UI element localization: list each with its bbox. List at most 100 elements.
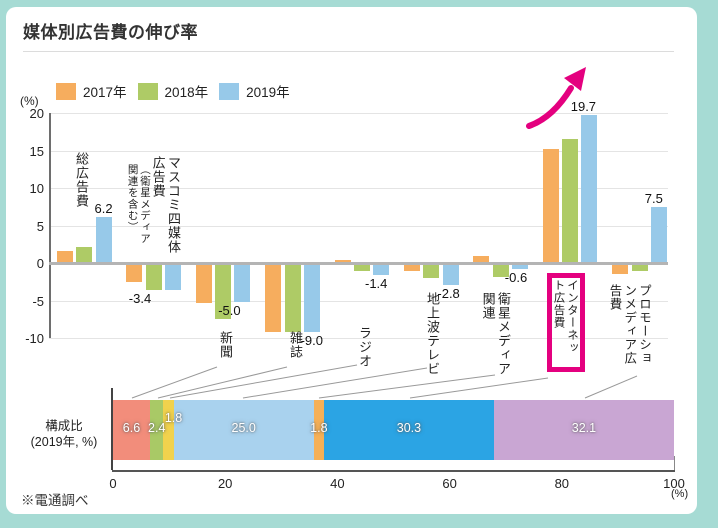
gridline-20	[49, 113, 668, 114]
bar-2019年-satellite-media	[512, 264, 528, 269]
x-tick-label: 80	[554, 476, 570, 491]
segment-value-newspapers: 6.6	[122, 421, 141, 435]
bar-2018年-magazines	[284, 264, 301, 332]
segment-internet	[323, 400, 494, 460]
category-label-terrestrial-tv: 地上波テレビ	[425, 292, 440, 376]
bar-2017年-total-ad-spend	[57, 251, 73, 263]
x-axis-unit: (%)	[671, 488, 689, 500]
bar-2019年-terrestrial-tv	[442, 264, 459, 285]
category-label-magazines: 雑誌	[288, 331, 303, 359]
bar-2019年-promotion-media	[650, 206, 667, 263]
y-tick-label: -10	[25, 331, 44, 346]
segment-value-terrestrial-tv: 25.0	[231, 421, 256, 435]
legend: 2017年 2018年 2019年	[56, 81, 290, 101]
composition-axis-label: 構成比 (2019年, %)	[18, 418, 110, 451]
segment-magazines	[150, 400, 164, 460]
source-note: ※電通調べ	[21, 493, 89, 508]
composition-axis-label-line1: 構成比	[45, 419, 83, 433]
category-label-satellite-media: 衛星メディア関連	[480, 292, 511, 376]
segment-value-radio: 1.8	[164, 411, 183, 425]
composition-axis-tick-right	[674, 456, 675, 470]
value-label-four-mass-media: -3.4	[128, 290, 152, 306]
value-label-satellite-media: -0.6	[504, 269, 528, 285]
bar-2019年-magazines	[303, 264, 320, 332]
bar-2019年-total-ad-spend	[95, 216, 112, 263]
segment-terrestrial-tv	[173, 400, 314, 460]
legend-swatch	[56, 82, 76, 100]
y-tick-label: -5	[32, 293, 44, 309]
bar-2017年-internet	[542, 149, 559, 263]
y-tick-label: 10	[29, 181, 44, 196]
legend-item-2018年: 2018年	[137, 81, 209, 101]
segment-radio	[163, 400, 174, 460]
gridline-10	[49, 188, 668, 189]
bar-2019年-newspapers	[234, 264, 251, 302]
category-label-total-ad-spend: 総広告費	[74, 152, 89, 208]
internet-highlight-box	[547, 273, 585, 372]
value-label-promotion-media: 7.5	[644, 190, 663, 206]
category-label-internet: インターネット広告費	[552, 279, 578, 354]
legend-label: 2018年	[164, 85, 209, 100]
y-axis-line	[49, 113, 51, 338]
value-label-magazines: -9.0	[300, 332, 323, 348]
segment-value-internet: 30.3	[396, 421, 422, 435]
x-tick-label: 40	[330, 476, 345, 491]
gridline--10	[49, 338, 668, 339]
value-label-radio: -1.4	[364, 275, 388, 291]
value-label-newspapers: -5.0	[218, 302, 241, 318]
legend-swatch	[137, 82, 158, 100]
title-divider	[23, 51, 674, 52]
y-tick-label: 15	[29, 143, 44, 159]
segment-newspapers	[113, 400, 151, 460]
gridline-5	[49, 225, 668, 227]
bar-2019年-radio	[373, 264, 390, 275]
bar-2018年-total-ad-spend	[76, 246, 93, 263]
bar-2018年-newspapers	[215, 264, 232, 319]
segment-value-satellite-media: 1.8	[310, 421, 328, 435]
category-note-four-mass-media: （衛星メディア関連を含む）	[126, 164, 151, 245]
value-label-terrestrial-tv: -2.8	[437, 286, 460, 301]
bar-2019年-internet	[581, 115, 598, 263]
bar-2018年-radio	[353, 264, 370, 271]
category-label-four-mass-media: マスコミ四媒体広告費	[150, 156, 181, 254]
composition-axis-tick-left	[111, 388, 113, 470]
value-label-internet: 19.7	[570, 99, 597, 115]
category-label-promotion-media: プロモーションメディア広告費	[607, 284, 652, 365]
page-title: 媒体別広告費の伸び率	[23, 23, 198, 42]
x-tick-label: 100	[663, 476, 685, 491]
y-tick-label: 5	[36, 218, 44, 234]
bar-2017年-newspapers	[195, 264, 212, 303]
bar-2018年-four-mass-media	[145, 264, 162, 291]
value-label-total-ad-spend: 6.2	[94, 200, 113, 216]
bar-2019年-four-mass-media	[165, 264, 181, 290]
segment-value-promotion-media: 32.1	[571, 421, 597, 435]
legend-item-2019年: 2019年	[219, 81, 290, 101]
gridline-15	[49, 150, 668, 152]
bar-2018年-terrestrial-tv	[423, 264, 440, 278]
legend-label: 2017年	[83, 85, 127, 100]
segment-satellite-media	[313, 400, 324, 460]
y-tick-label: 20	[29, 106, 44, 121]
bar-2018年-promotion-media	[631, 264, 648, 271]
category-label-newspapers: 新聞	[218, 331, 233, 359]
y-axis-unit: (%)	[20, 94, 39, 108]
x-tick-label: 60	[442, 476, 457, 491]
category-label-radio: ラジオ	[357, 326, 372, 368]
x-tick-label: 0	[109, 476, 117, 491]
bar-2018年-internet	[562, 139, 579, 263]
bar-2017年-promotion-media	[612, 264, 629, 274]
composition-axis-label-line2: (2019年, %)	[30, 435, 98, 450]
bar-2017年-satellite-media	[473, 255, 490, 263]
segment-promotion-media	[493, 400, 674, 460]
legend-label: 2019年	[246, 85, 290, 100]
composition-axis-line	[112, 470, 675, 472]
gridline--5	[49, 300, 668, 302]
bar-2017年-magazines	[265, 264, 282, 332]
segment-value-magazines: 2.4	[148, 421, 166, 435]
bar-2018年-satellite-media	[492, 264, 509, 277]
y-tick-label: 0	[36, 256, 44, 271]
legend-item-2017年: 2017年	[56, 81, 127, 101]
gridline-0	[49, 261, 668, 265]
x-tick-label: 20	[217, 476, 233, 491]
